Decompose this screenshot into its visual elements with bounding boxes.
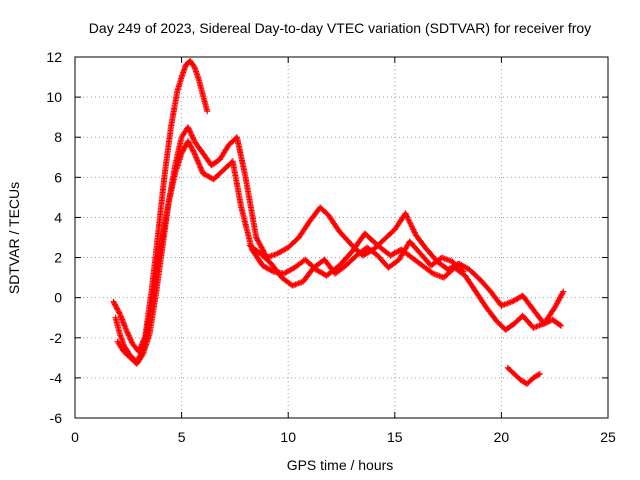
y-tick-label: 8 xyxy=(54,129,62,145)
x-tick-label: 15 xyxy=(387,429,403,445)
y-tick-label: 2 xyxy=(54,250,62,266)
data-points xyxy=(110,58,567,387)
series-trace-e xyxy=(504,364,543,387)
x-tick-label: 5 xyxy=(178,429,186,445)
x-tick-label: 0 xyxy=(71,429,79,445)
x-tick-label: 20 xyxy=(494,429,510,445)
chart-title: Day 249 of 2023, Sidereal Day-to-day VTE… xyxy=(89,20,591,36)
data-point-marker xyxy=(460,268,466,275)
series-trace-d xyxy=(246,238,466,289)
axis-ticks: 0 5 10 15 20 25 -6 -4 -2 0 2 4 6 8 10 12 xyxy=(46,49,616,445)
plot-frame xyxy=(74,56,609,419)
y-tick-label: 6 xyxy=(54,169,62,185)
y-tick-label: 12 xyxy=(46,49,62,65)
data-point-marker xyxy=(558,322,565,329)
grid-lines xyxy=(75,57,608,418)
data-point-marker xyxy=(535,371,542,378)
series-trace-a xyxy=(112,138,565,365)
x-tick-label: 10 xyxy=(280,429,296,445)
series-trace-c xyxy=(110,58,211,355)
y-tick-label: -4 xyxy=(50,370,63,386)
data-point-marker xyxy=(556,321,563,328)
y-axis-label: SDTVAR / TECUs xyxy=(6,182,22,294)
y-tick-label: 0 xyxy=(54,290,62,306)
y-tick-label: -6 xyxy=(50,410,63,426)
data-point-marker xyxy=(458,267,465,274)
data-point-marker xyxy=(560,288,567,295)
x-tick-label: 25 xyxy=(600,429,616,445)
data-point-marker xyxy=(116,309,123,316)
y-tick-label: 10 xyxy=(46,89,62,105)
data-point-marker xyxy=(536,370,543,377)
series-trace-b xyxy=(114,124,567,367)
data-point-marker xyxy=(204,108,211,115)
x-axis-label: GPS time / hours xyxy=(287,457,394,473)
y-tick-label: 4 xyxy=(54,209,62,225)
y-tick-label: -2 xyxy=(50,330,63,346)
